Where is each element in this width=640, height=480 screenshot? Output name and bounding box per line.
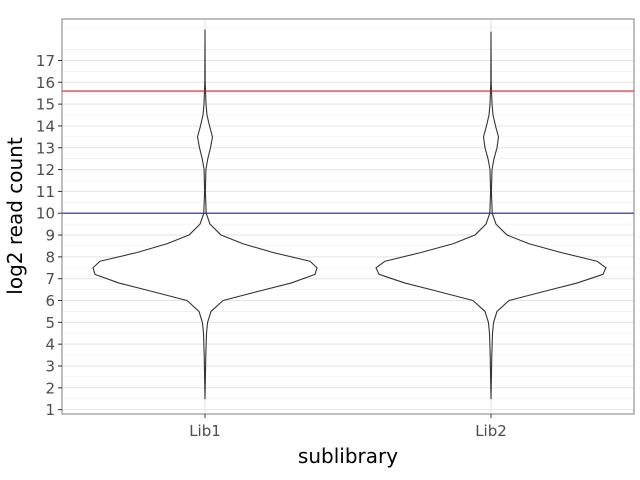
y-tick-label: 6 [45,292,55,310]
y-tick-label: 15 [36,96,55,114]
y-axis-title: log2 read count [3,137,27,295]
y-tick-label: 17 [36,52,55,70]
y-tick-label: 12 [36,161,55,179]
violin-lib1 [92,29,318,400]
y-tick-label: 13 [36,139,55,157]
violin-lib2 [375,31,607,400]
plot-border [61,18,635,415]
y-tick-label: 14 [36,117,55,135]
y-tick-label: 4 [45,336,55,354]
violins [92,29,607,400]
y-tick-label: 1 [45,401,55,419]
grid-minor [62,27,634,400]
y-tick-label: 11 [36,183,55,201]
y-tick-label: 10 [36,205,55,223]
x-tick-label: Lib1 [189,422,221,440]
y-tick-label: 9 [45,227,55,245]
y-tick-label: 16 [36,74,55,92]
x-axis-ticks: Lib1 Lib2 [189,414,507,440]
y-tick-label: 7 [45,270,55,288]
plot-background [62,19,634,414]
x-axis-title: sublibrary [298,444,398,468]
y-tick-label: 3 [45,357,55,375]
y-tick-label: 2 [45,379,55,397]
y-tick-label: 8 [45,248,55,266]
x-tick-label: Lib2 [475,422,507,440]
reference-lines [62,90,634,214]
y-tick-label: 5 [45,314,55,332]
